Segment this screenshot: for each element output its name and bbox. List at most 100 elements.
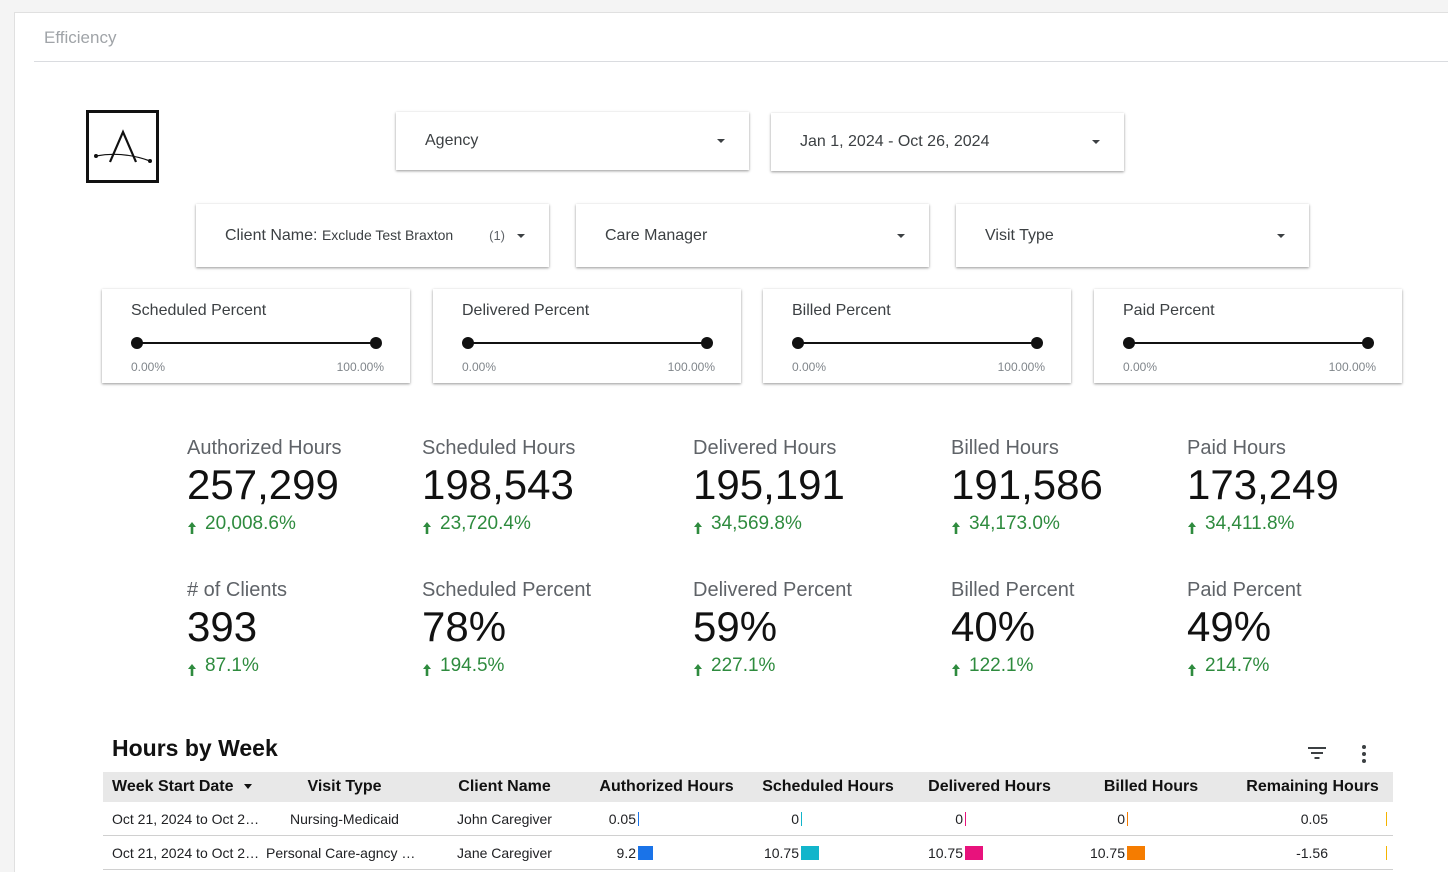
kpi-number-of-clients: # of Clients 393 87.1%	[187, 579, 417, 677]
column-header-visit-type[interactable]: Visit Type	[307, 778, 382, 795]
kpi-delta-value: 34,173.0%	[969, 513, 1060, 534]
kpi-delta: 20,008.6%	[187, 513, 417, 535]
slider-track[interactable]	[798, 342, 1037, 344]
kpi-delta-value: 87.1%	[205, 655, 259, 676]
slider-max-handle[interactable]	[701, 337, 713, 349]
table-row[interactable]: Oct 21, 2024 to Oct 27, 2024 Nursing-Med…	[103, 802, 1393, 836]
kpi-label: Delivered Percent	[693, 579, 852, 601]
visit-type-dropdown[interactable]: Visit Type	[956, 204, 1309, 267]
slider-title: Scheduled Percent	[131, 302, 267, 319]
kpi-label: Billed Hours	[951, 437, 1059, 459]
hours-by-week-table: Week Start Date Visit Type Client Name A…	[103, 772, 1393, 870]
slider-min-label: 0.00%	[462, 360, 497, 374]
table-row[interactable]: Oct 21, 2024 to Oct 27, 2024 Personal Ca…	[103, 836, 1393, 870]
client-name-dropdown[interactable]: Client Name: Exclude Test Braxton (1)	[196, 204, 549, 267]
slider-max-handle[interactable]	[1031, 337, 1043, 349]
column-header-scheduled-hours[interactable]: Scheduled Hours	[762, 778, 894, 795]
arrow-up-icon	[952, 522, 960, 534]
kpi-value: 393	[187, 603, 258, 650]
arrow-up-icon	[694, 664, 702, 676]
client-name-dropdown-label: Client Name: Exclude Test Braxton	[225, 227, 489, 245]
slider-max-label: 100.00%	[667, 360, 715, 374]
delivered-hours-bar	[965, 811, 966, 826]
column-header-client-name[interactable]: Client Name	[458, 778, 551, 795]
slider-min-label: 0.00%	[1123, 360, 1158, 374]
paid-percent-slider: Paid Percent 0.00% 100.00%	[1094, 289, 1402, 383]
cell-remaining-hours: 0.05	[1232, 811, 1393, 827]
cell-authorized-hours: 0.05	[586, 811, 747, 827]
more-vert-icon[interactable]	[1358, 744, 1370, 764]
billed-percent-slider: Billed Percent 0.00% 100.00%	[763, 289, 1071, 383]
agency-dropdown-label: Agency	[425, 132, 479, 149]
slider-max-handle[interactable]	[1362, 337, 1374, 349]
client-name-value: Exclude Test Braxton	[321, 226, 454, 243]
agency-dropdown[interactable]: Agency	[396, 112, 749, 170]
kpi-delta: 87.1%	[187, 655, 417, 677]
cell-value: 0	[955, 810, 963, 827]
date-range-dropdown[interactable]: Jan 1, 2024 - Oct 26, 2024	[771, 113, 1124, 171]
cell-visit-type: Personal Care-agncy based	[266, 844, 423, 861]
column-header-week-start-date[interactable]: Week Start Date	[103, 778, 266, 796]
client-name-label: Client Name:	[225, 226, 318, 244]
column-header-authorized-hours[interactable]: Authorized Hours	[599, 778, 734, 795]
arrow-up-icon	[423, 522, 431, 534]
column-header-remaining-hours[interactable]: Remaining Hours	[1246, 778, 1379, 795]
kpi-paid-percent: Paid Percent 49% 214.7%	[1187, 579, 1417, 677]
kpi-value: 78%	[422, 603, 507, 650]
page-title: Efficiency	[44, 28, 117, 47]
kpi-label: Scheduled Hours	[422, 437, 576, 459]
care-manager-dropdown[interactable]: Care Manager	[576, 204, 929, 267]
slider-track[interactable]	[137, 342, 376, 344]
arrow-up-icon	[1188, 664, 1196, 676]
kpi-label: Delivered Hours	[693, 437, 837, 459]
kpi-delta: 34,173.0%	[951, 513, 1181, 535]
remaining-hours-marker	[1386, 811, 1387, 826]
cell-client-name: Jane Caregiver	[457, 844, 552, 861]
kpi-value: 173,249	[1187, 461, 1339, 508]
chevron-down-icon	[717, 139, 725, 143]
kpi-authorized-hours: Authorized Hours 257,299 20,008.6%	[187, 437, 417, 535]
cell-billed-hours: 0	[1070, 811, 1232, 827]
cell-value: 10.75	[763, 844, 799, 861]
kpi-delta: 122.1%	[951, 655, 1181, 677]
scheduled-hours-bar	[801, 811, 802, 826]
visit-type-label: Visit Type	[985, 226, 1054, 244]
arrow-up-icon	[188, 522, 196, 534]
slider-track[interactable]	[468, 342, 707, 344]
kpi-label: Paid Percent	[1187, 579, 1302, 601]
kpi-delta: 194.5%	[422, 655, 652, 677]
cell-week-start-date: Oct 21, 2024 to Oct 27, 2024	[112, 844, 266, 861]
slider-track[interactable]	[1129, 342, 1368, 344]
chevron-down-icon	[1277, 233, 1285, 238]
cell-billed-hours: 10.75	[1070, 845, 1232, 861]
column-header-billed-hours[interactable]: Billed Hours	[1103, 778, 1199, 795]
logo-a-icon	[86, 110, 159, 183]
slider-min-handle[interactable]	[1123, 337, 1135, 349]
slider-max-handle[interactable]	[370, 337, 382, 349]
kpi-value: 59%	[693, 603, 778, 650]
billed-hours-bar	[1127, 845, 1145, 860]
kpi-paid-hours: Paid Hours 173,249 34,411.8%	[1187, 437, 1417, 535]
kpi-label: Billed Percent	[951, 579, 1075, 601]
kpi-value: 257,299	[187, 461, 339, 508]
table-title: Hours by Week	[112, 735, 278, 761]
kpi-delta-value: 23,720.4%	[440, 513, 531, 534]
kpi-delivered-percent: Delivered Percent 59% 227.1%	[693, 579, 923, 677]
kpi-delta-value: 20,008.6%	[205, 513, 296, 534]
kpi-value: 191,586	[951, 461, 1103, 508]
slider-min-handle[interactable]	[792, 337, 804, 349]
slider-max-label: 100.00%	[1328, 360, 1376, 374]
cell-value: 0	[791, 810, 799, 827]
billed-hours-bar	[1127, 811, 1128, 826]
kpi-delta: 227.1%	[693, 655, 923, 677]
arrow-up-icon	[423, 664, 431, 676]
cell-value: 0.05	[608, 810, 636, 827]
column-header-delivered-hours[interactable]: Delivered Hours	[928, 778, 1051, 795]
filter-icon[interactable]	[1307, 745, 1327, 761]
slider-min-handle[interactable]	[131, 337, 143, 349]
kpi-delta: 34,569.8%	[693, 513, 923, 535]
kpi-delta-value: 214.7%	[1205, 655, 1270, 676]
scheduled-percent-slider: Scheduled Percent 0.00% 100.00%	[102, 289, 410, 383]
slider-min-handle[interactable]	[462, 337, 474, 349]
kpi-label: Authorized Hours	[187, 437, 342, 459]
